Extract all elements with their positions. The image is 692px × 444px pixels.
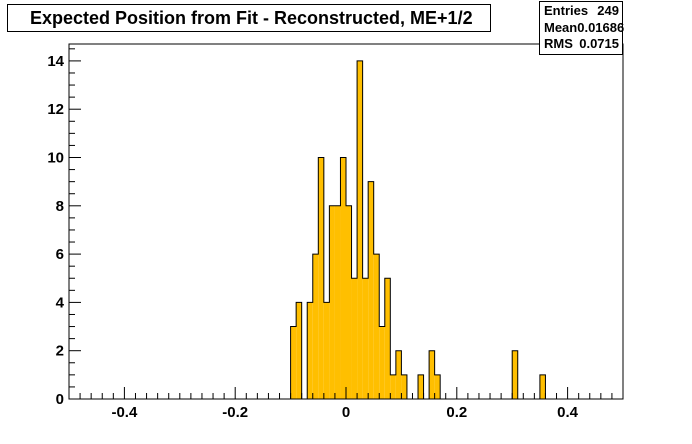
mean-label: Mean (544, 19, 578, 35)
histogram-bar (401, 374, 407, 399)
histogram-bar (429, 350, 435, 399)
stats-row-mean: Mean 0.01686 (544, 19, 624, 37)
histogram-bar (307, 302, 313, 399)
histogram-bars (290, 60, 546, 400)
histogram-bar (340, 157, 346, 399)
stats-row-rms: RMS 0.0715 (544, 36, 619, 53)
y-tick-label: 0 (56, 391, 64, 408)
mean-value: 0.01686 (577, 19, 625, 35)
histogram-bar (290, 326, 297, 399)
histogram-bar (384, 278, 391, 399)
histogram-bar (346, 205, 352, 399)
rms-value: 0.0715 (579, 36, 619, 51)
histogram-bar (539, 374, 546, 399)
chart-title: Expected Position from Fit - Reconstruct… (30, 7, 473, 28)
histogram-bar (329, 205, 335, 399)
histogram-bar (395, 350, 402, 399)
entries-label: Entries (544, 3, 589, 18)
histogram-bar (373, 254, 380, 399)
x-tick-label: 0 (342, 404, 350, 421)
x-tick-label: -0.4 (111, 404, 138, 421)
x-tick-label: 0.4 (557, 404, 579, 421)
histogram-bar (418, 374, 424, 399)
histogram-bar (334, 205, 341, 399)
stats-box: Entries 249 Mean 0.01686 RMS 0.0715 (539, 1, 624, 55)
x-tick-label: 0.2 (446, 404, 467, 421)
histogram-bar (379, 326, 385, 399)
histogram-outline (290, 60, 546, 399)
y-tick-label: 8 (56, 198, 64, 215)
histogram-bar (351, 278, 358, 399)
histogram-bar (362, 278, 369, 399)
entries-value: 249 (597, 3, 619, 18)
x-tick-label: -0.2 (222, 404, 248, 421)
histogram-bar (318, 157, 324, 399)
rms-label: RMS (544, 36, 573, 51)
stats-row-entries: Entries 249 (544, 3, 619, 20)
histogram-bar (434, 374, 441, 399)
tick-labels: -0.4 -0.2 0 0.2 0.4 0 2 4 6 8 10 12 14 (47, 53, 578, 421)
histogram-bar (390, 374, 396, 399)
histogram-bar (312, 254, 319, 399)
histogram-bar (512, 350, 518, 399)
histogram-bar (357, 60, 363, 400)
histogram-bar (368, 181, 374, 399)
y-tick-label: 12 (47, 101, 64, 118)
y-tick-label: 6 (56, 246, 64, 263)
y-tick-label: 4 (56, 294, 65, 311)
y-tick-label: 14 (47, 53, 64, 70)
histogram-bar (323, 302, 330, 399)
chart-title-box: Expected Position from Fit - Reconstruct… (7, 4, 491, 32)
y-tick-label: 10 (47, 150, 64, 167)
axes (68, 43, 624, 400)
y-tick-label: 2 (56, 343, 64, 360)
histogram-bar (296, 302, 302, 399)
